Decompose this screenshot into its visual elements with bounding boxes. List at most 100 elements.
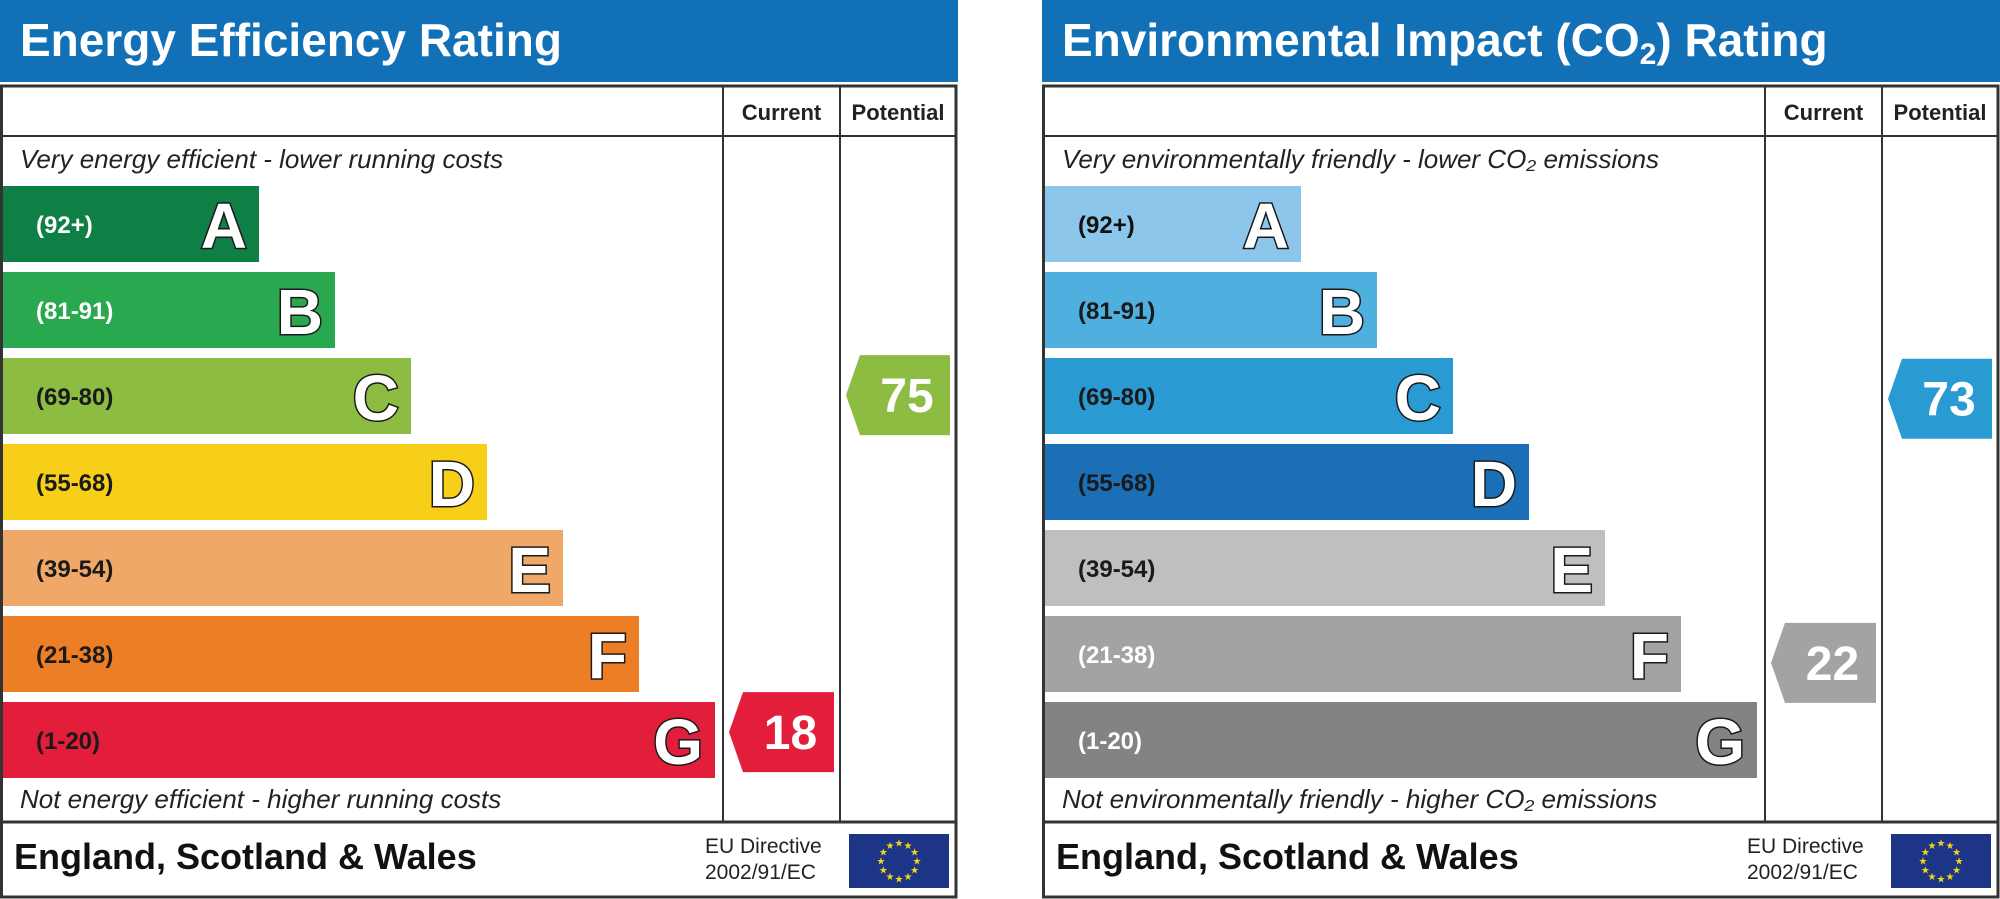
- flag-background: [849, 834, 949, 888]
- top-note: Very energy efficient - lower running co…: [20, 144, 503, 174]
- column-header-current: Current: [1784, 100, 1864, 125]
- flag-star: ★: [1928, 841, 1937, 852]
- band-range-label: (69-80): [36, 384, 113, 411]
- band-d-bar: [3, 444, 487, 520]
- eu-directive-label: EU Directive 2002/91/EC: [1747, 834, 1864, 886]
- flag-star: ★: [886, 841, 895, 852]
- environmental-impact-panel: Environmental Impact (CO2) Rating Curren…: [1042, 0, 2000, 899]
- band-letter: G: [653, 706, 703, 778]
- region-label: England, Scotland & Wales: [1056, 836, 1519, 877]
- band-letter: E: [508, 534, 551, 606]
- band-range-label: (21-38): [1078, 642, 1155, 669]
- flag-star: ★: [1921, 866, 1930, 877]
- band-e-bar: [3, 530, 563, 606]
- eu-directive-line1: EU Directive: [1747, 835, 1864, 858]
- flag-star: ★: [1919, 857, 1928, 868]
- energy-efficiency-panel: Energy Efficiency Rating Current Potentia…: [0, 0, 958, 899]
- band-e-bar: [1045, 530, 1605, 606]
- flag-star: ★: [904, 872, 913, 883]
- bottom-note: Not environmentally friendly - higher CO…: [1062, 784, 1657, 814]
- flag-star: ★: [1952, 866, 1961, 877]
- potential-rating-arrow: [1888, 358, 1992, 439]
- band-letter: B: [1319, 276, 1365, 348]
- band-range-label: (92+): [36, 212, 93, 239]
- eu-directive-line2: 2002/91/EC: [1747, 861, 1858, 884]
- eu-directive-label: EU Directive 2002/91/EC: [705, 834, 822, 886]
- band-g-bar: [3, 702, 715, 778]
- bottom-note: Not energy efficient - higher running co…: [20, 784, 501, 814]
- top-note: Very environmentally friendly - lower CO…: [1062, 144, 1659, 174]
- band-b-bar: [1045, 272, 1377, 348]
- flag-star: ★: [1921, 848, 1930, 859]
- band-c-bar: [3, 358, 411, 434]
- potential-rating-arrow: [846, 355, 950, 436]
- current-rating-arrow: [1771, 622, 1876, 703]
- eu-directive-line1: EU Directive: [705, 835, 822, 858]
- band-range-label: (39-54): [1078, 556, 1155, 583]
- flag-star: ★: [1952, 848, 1961, 859]
- flag-star: ★: [1928, 872, 1937, 883]
- flag-star: ★: [879, 848, 888, 859]
- eu-flag-icon: ★ ★★★★★★★★★★★: [1891, 834, 1991, 888]
- current-rating-value: 18: [764, 707, 817, 760]
- band-range-label: (81-91): [1078, 298, 1155, 325]
- chart-title: Energy Efficiency Rating: [20, 14, 562, 66]
- band-letter: A: [201, 190, 247, 262]
- flag-star: ★: [877, 857, 886, 868]
- column-header-potential: Potential: [1894, 100, 1987, 125]
- band-range-label: (69-80): [1078, 384, 1155, 411]
- potential-rating-value: 73: [1922, 374, 1975, 427]
- band-range-label: (81-91): [36, 298, 113, 325]
- flag-star: ★: [879, 866, 888, 877]
- flag-star: ★: [1937, 839, 1946, 850]
- band-range-label: (55-68): [36, 470, 113, 497]
- band-letter: C: [353, 362, 399, 434]
- flag-star: ★: [1946, 841, 1955, 852]
- flag-star: ★: [910, 866, 919, 877]
- band-d-bar: [1045, 444, 1529, 520]
- rating-chart: Current Potential Very energy efficient - …: [0, 84, 958, 899]
- band-a-bar: [1045, 186, 1301, 262]
- band-letter: F: [1630, 620, 1669, 692]
- flag-star: ★: [1955, 857, 1964, 868]
- band-range-label: (92+): [1078, 212, 1135, 239]
- chart-frame: [0, 84, 958, 899]
- band-f-bar: [3, 616, 639, 692]
- band-letter: F: [588, 620, 627, 692]
- column-header-current: Current: [742, 100, 822, 125]
- band-b-bar: [3, 272, 335, 348]
- potential-rating-value: 75: [880, 370, 933, 423]
- current-rating-value: 22: [1806, 638, 1859, 691]
- band-range-label: (1-20): [1078, 728, 1142, 755]
- flag-star: ★: [886, 872, 895, 883]
- flag-star: ★: [895, 875, 904, 886]
- band-f-bar: [1045, 616, 1681, 692]
- band-letter: D: [1471, 448, 1517, 520]
- flag-star: ★: [904, 841, 913, 852]
- band-letter: E: [1550, 534, 1593, 606]
- band-letter: D: [429, 448, 475, 520]
- band-letter: A: [1243, 190, 1289, 262]
- flag-star: ★: [1937, 875, 1946, 886]
- chart-frame: [1042, 84, 2000, 899]
- flag-star: ★: [913, 857, 922, 868]
- flag-background: [1891, 834, 1991, 888]
- rating-chart: Current Potential Very environmentally fri…: [1042, 84, 2000, 899]
- band-range-label: (55-68): [1078, 470, 1155, 497]
- band-letter: C: [1395, 362, 1441, 434]
- chart-title: Environmental Impact (CO2) Rating: [1062, 14, 1828, 71]
- column-header-potential: Potential: [852, 100, 945, 125]
- current-rating-arrow: [729, 692, 834, 773]
- band-range-label: (1-20): [36, 728, 100, 755]
- flag-star: ★: [910, 848, 919, 859]
- band-a-bar: [3, 186, 259, 262]
- eu-flag-icon: ★ ★★★★★★★★★★★: [849, 834, 949, 888]
- flag-star: ★: [1946, 872, 1955, 883]
- eu-directive-line2: 2002/91/EC: [705, 861, 816, 884]
- title-bar: Energy Efficiency Rating: [0, 0, 958, 82]
- region-label: England, Scotland & Wales: [14, 836, 477, 877]
- band-c-bar: [1045, 358, 1453, 434]
- title-bar: Environmental Impact (CO2) Rating: [1042, 0, 2000, 82]
- flag-star: ★: [895, 839, 904, 850]
- band-range-label: (21-38): [36, 642, 113, 669]
